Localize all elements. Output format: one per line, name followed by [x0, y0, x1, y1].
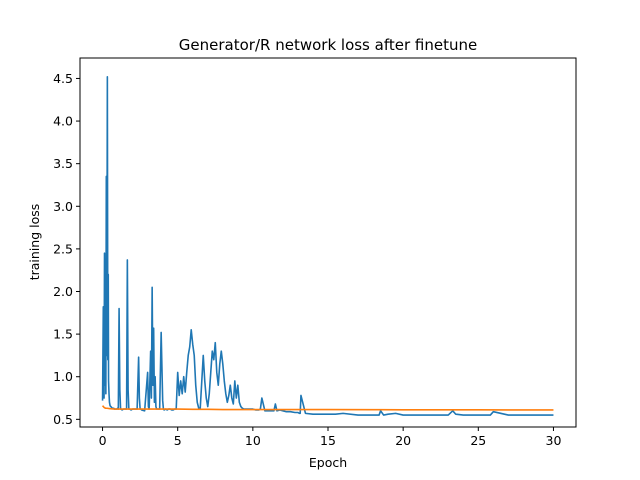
x-axis: 0 5 10 15 20 25 30	[99, 427, 562, 448]
y-tick-label: 2.5	[53, 241, 73, 256]
x-tick-label: 15	[320, 433, 336, 448]
chart-title: Generator/R network loss after finetune	[179, 36, 477, 54]
y-tick-label: 3.0	[53, 199, 73, 214]
y-tick-label: 1.5	[53, 327, 73, 342]
y-tick-label: 4.0	[53, 114, 73, 129]
x-tick-label: 20	[395, 433, 411, 448]
y-axis-title: training loss	[27, 204, 42, 281]
series-layer	[101, 75, 554, 416]
x-axis-title: Epoch	[309, 455, 347, 470]
y-tick-label: 4.5	[53, 71, 73, 86]
y-tick-label: 2.0	[53, 284, 73, 299]
series-line-2	[101, 405, 554, 411]
y-axis: 0.5 1.0 1.5 2.0 2.5 3.0 3.5 4.0 4.5	[53, 71, 80, 427]
x-tick-label: 30	[546, 433, 562, 448]
y-tick-label: 3.5	[53, 156, 73, 171]
y-tick-label: 0.5	[53, 412, 73, 427]
series-line-1	[101, 75, 554, 416]
x-tick-label: 0	[99, 433, 107, 448]
x-tick-label: 10	[245, 433, 261, 448]
x-tick-label: 5	[174, 433, 182, 448]
y-tick-label: 1.0	[53, 369, 73, 384]
x-tick-label: 25	[470, 433, 486, 448]
